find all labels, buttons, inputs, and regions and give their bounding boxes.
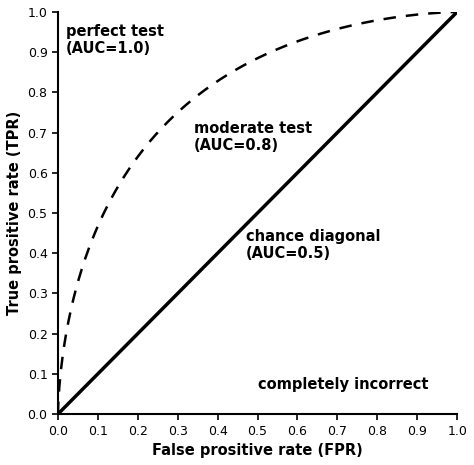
Text: perfect test
(AUC=1.0): perfect test (AUC=1.0) <box>66 24 164 56</box>
Text: chance diagonal
(AUC=0.5): chance diagonal (AUC=0.5) <box>246 229 380 261</box>
Text: moderate test
(AUC=0.8): moderate test (AUC=0.8) <box>194 120 312 153</box>
X-axis label: False prositive rate (FPR): False prositive rate (FPR) <box>152 443 363 458</box>
Y-axis label: True prositive rate (TPR): True prositive rate (TPR) <box>7 111 22 315</box>
Text: completely incorrect: completely incorrect <box>257 377 428 392</box>
